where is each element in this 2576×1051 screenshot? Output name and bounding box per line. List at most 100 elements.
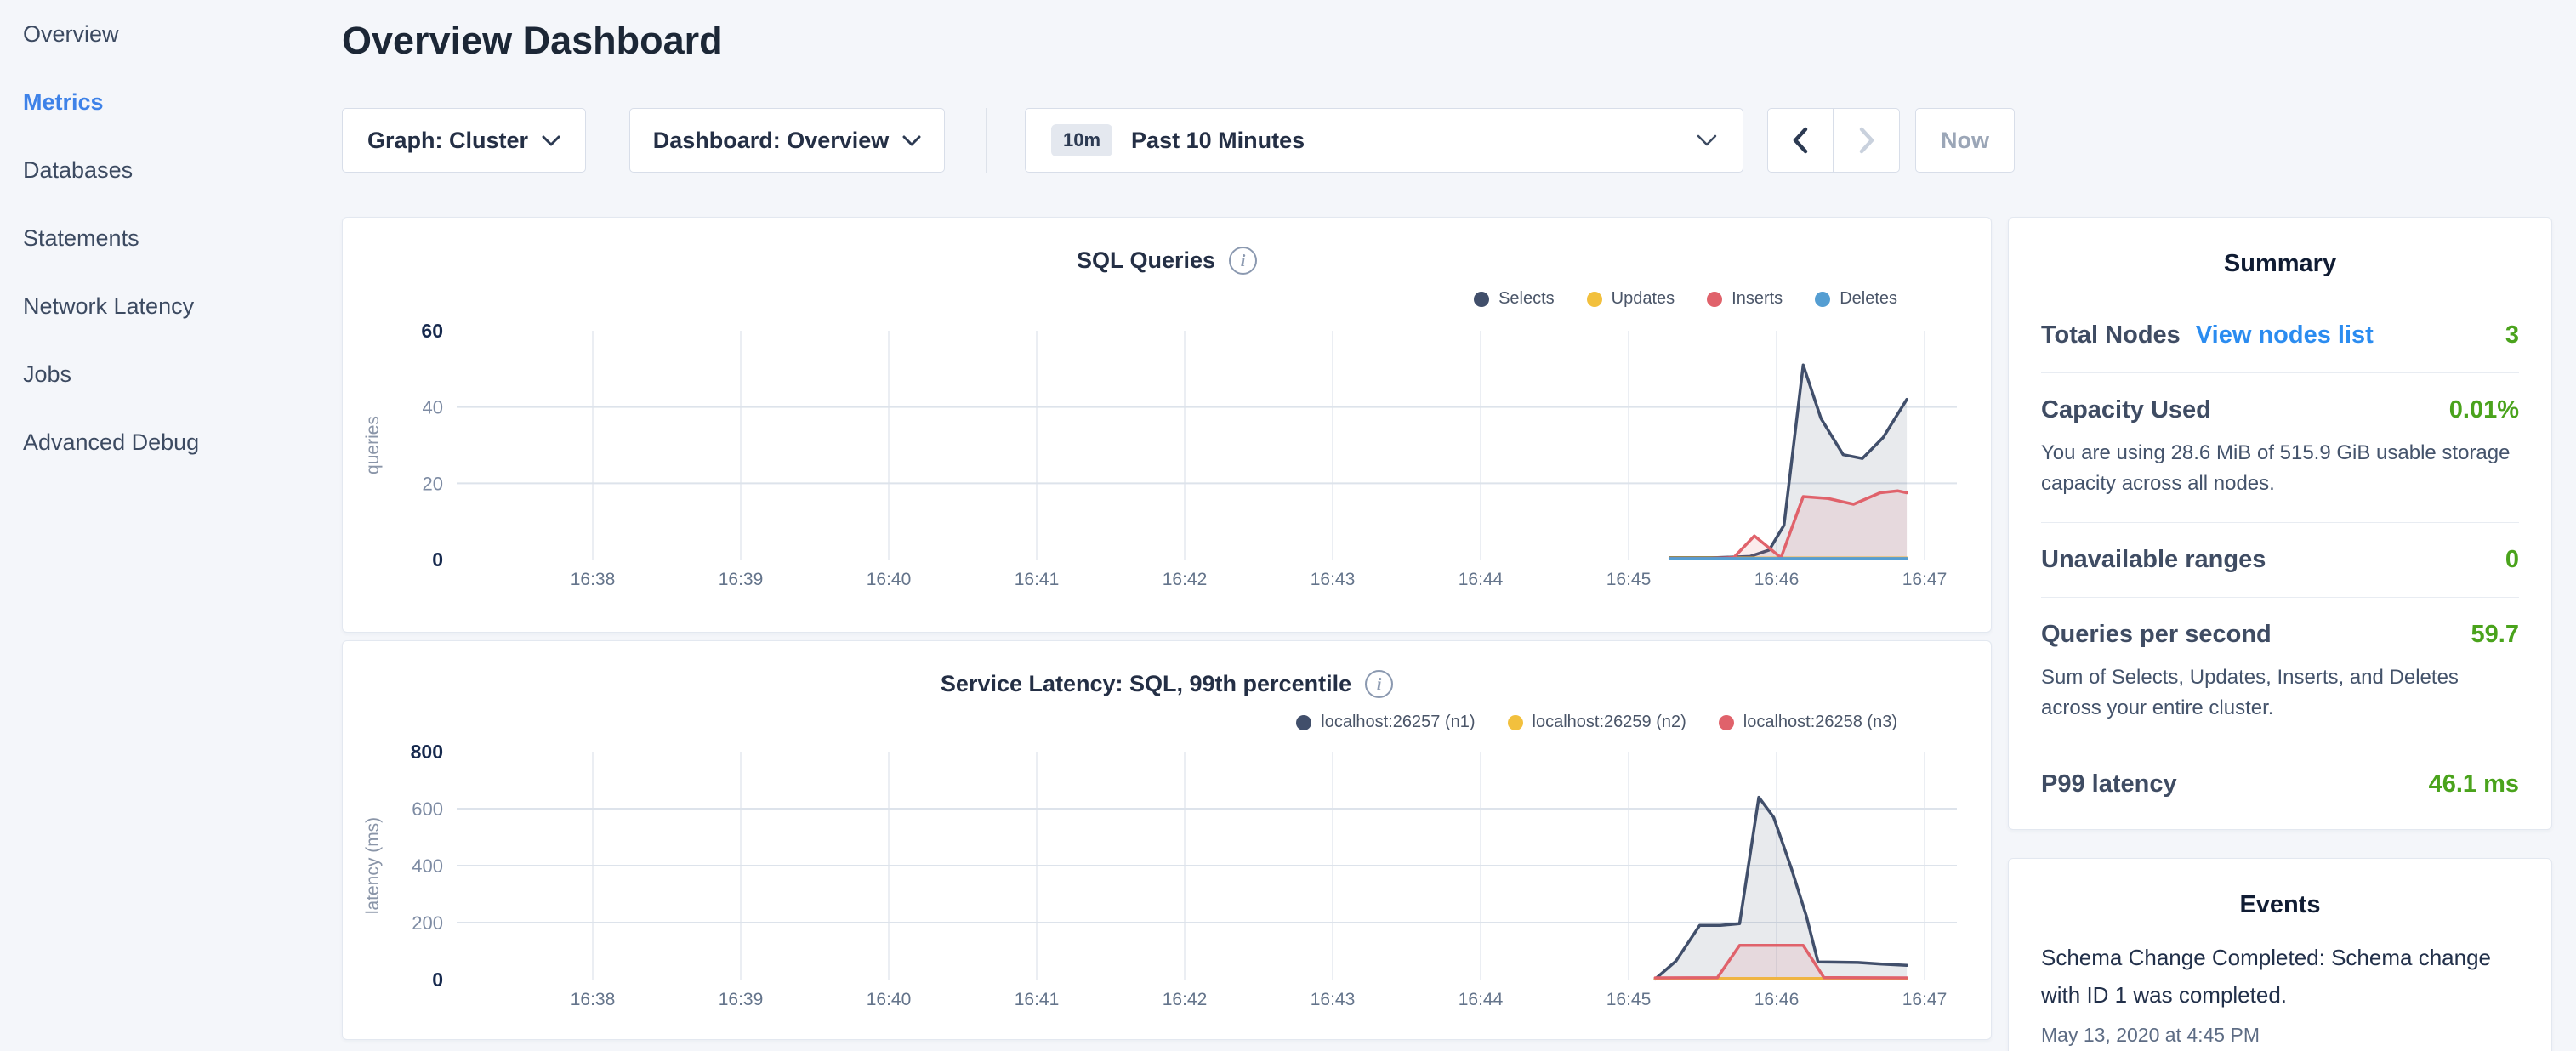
- svg-text:16:38: 16:38: [571, 570, 616, 589]
- svg-text:16:44: 16:44: [1459, 570, 1504, 589]
- next-time-button[interactable]: [1834, 109, 1899, 172]
- svg-text:16:45: 16:45: [1606, 570, 1652, 589]
- svg-text:16:40: 16:40: [867, 990, 912, 1009]
- svg-text:200: 200: [412, 912, 443, 934]
- graph-dropdown-label: Graph: Cluster: [367, 128, 528, 154]
- legend-item: Inserts: [1707, 289, 1783, 309]
- svg-text:40: 40: [423, 397, 443, 418]
- chevron-right-icon: [1856, 125, 1878, 156]
- svg-text:20: 20: [423, 473, 443, 494]
- capacity-used-value: 0.01%: [2449, 396, 2519, 424]
- info-icon[interactable]: i: [1365, 670, 1393, 698]
- events-panel: Events Schema Change Completed: Schema c…: [2008, 858, 2552, 1051]
- time-range-picker[interactable]: 10m Past 10 Minutes: [1025, 108, 1743, 173]
- now-button[interactable]: Now: [1915, 108, 2015, 173]
- summary-title: Summary: [2009, 250, 2551, 278]
- legend-item: Deletes: [1815, 289, 1897, 309]
- svg-text:0: 0: [432, 548, 443, 571]
- unavailable-ranges-value: 0: [2505, 546, 2519, 574]
- time-range-badge: 10m: [1051, 124, 1112, 156]
- svg-text:16:39: 16:39: [719, 990, 764, 1009]
- svg-text:16:46: 16:46: [1754, 990, 1800, 1009]
- legend-item: Selects: [1474, 289, 1555, 309]
- page-title: Overview Dashboard: [342, 19, 723, 63]
- legend-dot-icon: [1707, 292, 1722, 307]
- service-latency-card: Service Latency: SQL, 99th percentile i …: [342, 640, 1992, 1040]
- summary-row-p99-latency: P99 latency 46.1 ms: [2041, 747, 2519, 821]
- sidebar-item-overview[interactable]: Overview: [0, 0, 337, 68]
- sql-queries-chart[interactable]: 0 20 40 60 16:38 16:39 16:40 16:41 16:42 16:43 16:…: [343, 311, 1993, 633]
- sql-queries-title: SQL Queries i: [343, 247, 1991, 275]
- summary-panel: Summary Total Nodes View nodes list 3 Ca…: [2008, 217, 2552, 830]
- dashboard-dropdown-label: Dashboard: Overview: [653, 128, 890, 154]
- previous-time-button[interactable]: [1768, 109, 1834, 172]
- summary-row-capacity-used: Capacity Used 0.01% You are using 28.6 M…: [2041, 373, 2519, 523]
- chevron-down-icon: [542, 135, 560, 146]
- legend-item: localhost:26257 (n1): [1296, 713, 1475, 732]
- legend-dot-icon: [1508, 715, 1523, 730]
- graph-dropdown[interactable]: Graph: Cluster: [342, 108, 586, 173]
- sidebar-item-network-latency[interactable]: Network Latency: [0, 272, 337, 340]
- svg-text:16:41: 16:41: [1015, 570, 1060, 589]
- events-title: Events: [2009, 891, 2551, 919]
- sidebar: Overview Metrics Databases Statements Ne…: [0, 0, 337, 1051]
- p99-latency-value: 46.1 ms: [2429, 770, 2519, 798]
- svg-text:16:42: 16:42: [1163, 570, 1208, 589]
- chevron-down-icon: [1697, 134, 1717, 146]
- sidebar-item-metrics[interactable]: Metrics: [0, 68, 337, 136]
- svg-text:16:47: 16:47: [1902, 570, 1948, 589]
- queries-per-second-value: 59.7: [2471, 621, 2519, 649]
- info-icon[interactable]: i: [1229, 247, 1257, 275]
- view-nodes-list-link[interactable]: View nodes list: [2196, 321, 2374, 349]
- svg-text:16:38: 16:38: [571, 990, 616, 1009]
- total-nodes-value: 3: [2505, 321, 2519, 349]
- sidebar-item-statements[interactable]: Statements: [0, 204, 337, 272]
- sql-queries-card: SQL Queries i Selects Updates Inserts Delet…: [342, 217, 1992, 633]
- legend-dot-icon: [1587, 292, 1602, 307]
- event-timestamp: May 13, 2020 at 4:45 PM: [2041, 1019, 2519, 1051]
- svg-text:16:41: 16:41: [1015, 990, 1060, 1009]
- legend-dot-icon: [1296, 715, 1311, 730]
- svg-text:16:43: 16:43: [1311, 570, 1356, 589]
- service-latency-chart[interactable]: 0 200 400 600 800 16:38 16:39 16:40 16:41 16:42 16…: [343, 735, 1993, 1041]
- service-latency-legend: localhost:26257 (n1) localhost:26259 (n2)…: [1296, 713, 1897, 732]
- sql-queries-legend: Selects Updates Inserts Deletes: [1474, 289, 1897, 309]
- sidebar-item-advanced-debug[interactable]: Advanced Debug: [0, 408, 337, 476]
- svg-text:16:47: 16:47: [1902, 990, 1948, 1009]
- legend-dot-icon: [1719, 715, 1734, 730]
- event-message: Schema Change Completed: Schema change w…: [2041, 940, 2519, 1014]
- time-range-label: Past 10 Minutes: [1131, 128, 1305, 154]
- svg-text:16:40: 16:40: [867, 570, 912, 589]
- svg-text:16:46: 16:46: [1754, 570, 1800, 589]
- sidebar-item-databases[interactable]: Databases: [0, 136, 337, 204]
- svg-text:latency (ms): latency (ms): [363, 817, 383, 914]
- svg-text:800: 800: [411, 741, 443, 763]
- svg-text:16:45: 16:45: [1606, 990, 1652, 1009]
- toolbar-divider: [986, 108, 987, 173]
- time-step-buttons: [1767, 108, 1900, 173]
- svg-text:60: 60: [421, 320, 443, 342]
- summary-row-queries-per-second: Queries per second 59.7 Sum of Selects, …: [2041, 598, 2519, 747]
- service-latency-title: Service Latency: SQL, 99th percentile i: [343, 670, 1991, 698]
- svg-text:0: 0: [432, 969, 443, 991]
- queries-per-second-description: Sum of Selects, Updates, Inserts, and De…: [2041, 662, 2519, 724]
- chevron-left-icon: [1789, 125, 1811, 156]
- summary-row-total-nodes: Total Nodes View nodes list 3: [2041, 298, 2519, 373]
- svg-text:16:42: 16:42: [1163, 990, 1208, 1009]
- capacity-used-description: You are using 28.6 MiB of 515.9 GiB usab…: [2041, 438, 2519, 499]
- svg-text:16:44: 16:44: [1459, 990, 1504, 1009]
- legend-item: localhost:26259 (n2): [1508, 713, 1686, 732]
- legend-item: Updates: [1587, 289, 1675, 309]
- dashboard-dropdown[interactable]: Dashboard: Overview: [629, 108, 945, 173]
- svg-text:queries: queries: [363, 416, 383, 474]
- chevron-down-icon: [902, 135, 921, 146]
- legend-dot-icon: [1815, 292, 1830, 307]
- event-list-item: Schema Change Completed: Schema change w…: [2041, 940, 2519, 1051]
- summary-row-unavailable-ranges: Unavailable ranges 0: [2041, 523, 2519, 598]
- legend-item: localhost:26258 (n3): [1719, 713, 1897, 732]
- svg-text:400: 400: [412, 855, 443, 877]
- sidebar-item-jobs[interactable]: Jobs: [0, 340, 337, 408]
- svg-text:600: 600: [412, 798, 443, 820]
- svg-text:16:43: 16:43: [1311, 990, 1356, 1009]
- svg-text:16:39: 16:39: [719, 570, 764, 589]
